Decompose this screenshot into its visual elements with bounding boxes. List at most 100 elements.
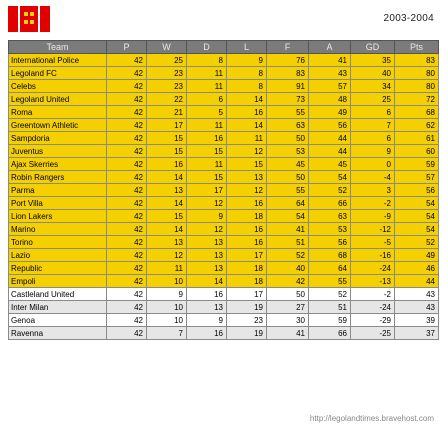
team-name-cell: Lion Lakers	[8, 209, 107, 223]
stat-cell-gd: -13	[350, 274, 395, 288]
table-row: Inter Milan 42 10 13 19 27 51 -24 43	[8, 300, 439, 314]
stat-cell-l: 16	[226, 196, 267, 210]
stat-cell-pts: 60	[394, 144, 439, 158]
stat-cell-pts: 39	[394, 313, 439, 327]
stat-cell-a: 41	[308, 53, 351, 67]
stat-cell-d: 16	[186, 326, 227, 340]
stat-cell-w: 23	[146, 66, 187, 80]
stat-cell-pts: 52	[394, 235, 439, 249]
stat-cell-f: 83	[266, 66, 309, 80]
team-name-cell: Parma	[8, 183, 107, 197]
stat-cell-w: 15	[146, 131, 187, 145]
stat-cell-p: 42	[106, 144, 147, 158]
stat-cell-pts: 44	[394, 274, 439, 288]
table-header-row: Team P W D L F A GD Pts	[8, 40, 439, 54]
stat-cell-p: 42	[106, 53, 147, 67]
table-row: Marino 42 14 12 16 41 53 -12 54	[8, 222, 439, 236]
stat-cell-p: 42	[106, 170, 147, 184]
table-row: Parma 42 13 17 12 55 52 3 56	[8, 183, 439, 197]
table-row: Empoli 42 10 14 18 42 55 -13 44	[8, 274, 439, 288]
stat-cell-w: 15	[146, 144, 187, 158]
column-header-f: F	[266, 40, 309, 54]
column-header-p: P	[106, 40, 147, 54]
stat-cell-l: 18	[226, 209, 267, 223]
table-row: Roma 42 21 5 16 55 49 6 68	[8, 105, 439, 119]
stat-cell-gd: -2	[350, 287, 395, 301]
team-name-cell: Ajax Skerries	[8, 157, 107, 171]
stat-cell-gd: -5	[350, 235, 395, 249]
stat-cell-w: 9	[146, 287, 187, 301]
stat-cell-a: 55	[308, 274, 351, 288]
stat-cell-d: 5	[186, 105, 227, 119]
team-name-cell: Torino	[8, 235, 107, 249]
stat-cell-w: 13	[146, 235, 187, 249]
stat-cell-w: 14	[146, 196, 187, 210]
stat-cell-l: 11	[226, 131, 267, 145]
stat-cell-pts: 54	[394, 196, 439, 210]
stat-cell-p: 42	[106, 79, 147, 93]
stat-cell-a: 52	[308, 287, 351, 301]
stat-cell-a: 63	[308, 209, 351, 223]
stat-cell-l: 12	[226, 144, 267, 158]
stat-cell-f: 63	[266, 118, 309, 132]
stat-cell-l: 19	[226, 326, 267, 340]
team-name-cell: Inter Milan	[8, 300, 107, 314]
stat-cell-d: 16	[186, 287, 227, 301]
stat-cell-gd: 25	[350, 92, 395, 106]
stat-cell-a: 66	[308, 326, 351, 340]
stat-cell-a: 54	[308, 170, 351, 184]
stat-cell-pts: 59	[394, 157, 439, 171]
stat-cell-gd: 34	[350, 79, 395, 93]
stat-cell-gd: -24	[350, 300, 395, 314]
stat-cell-p: 42	[106, 261, 147, 275]
stat-cell-a: 56	[308, 118, 351, 132]
table-row: Lazio 42 12 13 17 52 68 -16 49	[8, 248, 439, 262]
stat-cell-a: 44	[308, 131, 351, 145]
stat-cell-f: 52	[266, 248, 309, 262]
team-name-cell: Port Villa	[8, 196, 107, 210]
stat-cell-d: 13	[186, 248, 227, 262]
stat-cell-l: 13	[226, 170, 267, 184]
stat-cell-a: 64	[308, 261, 351, 275]
stat-cell-gd: 9	[350, 144, 395, 158]
table-row: Celebs 42 23 11 8 91 57 34 80	[8, 79, 439, 93]
stat-cell-p: 42	[106, 66, 147, 80]
stat-cell-d: 15	[186, 144, 227, 158]
table-row: International Police 42 25 8 9 76 41 35 83	[8, 53, 439, 67]
logo-block-right	[40, 6, 50, 32]
logo-block-left	[8, 6, 18, 32]
stat-cell-f: 53	[266, 144, 309, 158]
stat-cell-pts: 61	[394, 131, 439, 145]
stat-cell-w: 10	[146, 274, 187, 288]
table-body: International Police 42 25 8 9 76 41 35 83 Legola…	[8, 53, 439, 340]
stat-cell-l: 16	[226, 105, 267, 119]
stat-cell-p: 42	[106, 222, 147, 236]
table-row: Greentown Athletic 42 17 11 14 63 56 7 62	[8, 118, 439, 132]
stat-cell-pts: 54	[394, 222, 439, 236]
stat-cell-w: 16	[146, 157, 187, 171]
column-header-d: D	[186, 40, 227, 54]
stat-cell-gd: 40	[350, 66, 395, 80]
site-credit-url: http://legolandtimes.bravehost.com	[309, 414, 434, 423]
stat-cell-gd: 3	[350, 183, 395, 197]
stat-cell-d: 11	[186, 118, 227, 132]
stat-cell-l: 18	[226, 274, 267, 288]
stat-cell-gd: -4	[350, 170, 395, 184]
stat-cell-f: 50	[266, 170, 309, 184]
stat-cell-gd: -9	[350, 209, 395, 223]
stat-cell-f: 55	[266, 183, 309, 197]
stat-cell-d: 16	[186, 131, 227, 145]
stat-cell-p: 42	[106, 118, 147, 132]
stat-cell-a: 45	[308, 157, 351, 171]
team-name-cell: Marino	[8, 222, 107, 236]
stat-cell-p: 42	[106, 274, 147, 288]
column-header-gd: GD	[350, 40, 395, 54]
team-name-cell: Ravenna	[8, 326, 107, 340]
team-name-cell: Legoland FC	[8, 66, 107, 80]
stat-cell-d: 13	[186, 261, 227, 275]
column-header-team: Team	[8, 40, 107, 54]
stat-cell-a: 53	[308, 222, 351, 236]
logo-stud	[30, 12, 34, 16]
column-header-w: W	[146, 40, 187, 54]
stat-cell-d: 13	[186, 235, 227, 249]
